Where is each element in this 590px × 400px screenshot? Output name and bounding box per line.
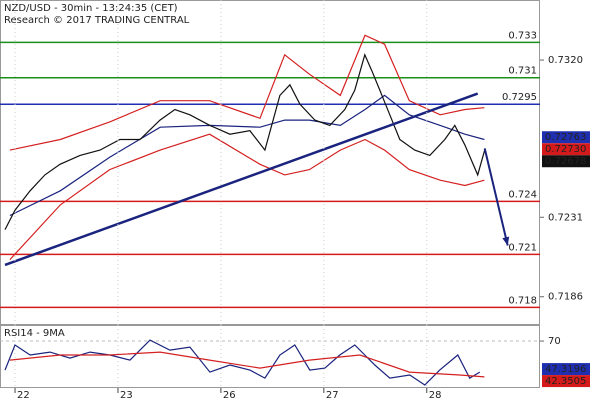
x-tick-label: 22 — [17, 390, 30, 400]
x-tick-label: 28 — [429, 390, 442, 400]
level-label: 0.721 — [508, 242, 537, 253]
level-label: 0.724 — [508, 189, 537, 200]
price-tag-label: 47.3196 — [545, 364, 586, 375]
series-line — [9, 351, 485, 378]
forecast-arrow — [483, 148, 509, 246]
level-label: 0.7295 — [502, 92, 537, 103]
arrow-head — [502, 236, 510, 246]
panel-frame — [0, 0, 540, 325]
x-tick-label: 26 — [223, 390, 236, 400]
price-tag-label: 0.72678 — [545, 156, 586, 167]
y-tick-label: 0.7186 — [548, 292, 583, 303]
price-tag-label: 0.72730 — [545, 144, 586, 155]
level-label: 0.718 — [508, 295, 537, 306]
series-line — [4, 53, 486, 230]
level-label: 0.731 — [508, 66, 537, 77]
y-tick-label: 0.7231 — [548, 212, 583, 223]
price-tag — [542, 131, 590, 144]
x-tick-label: 23 — [120, 390, 133, 400]
level-label-bg — [502, 91, 538, 103]
level-label-bg — [502, 64, 538, 76]
price-tag — [542, 363, 590, 376]
y-tick-label: 70 — [548, 336, 561, 347]
level-label-bg — [502, 294, 538, 306]
level-label: 0.733 — [508, 30, 537, 41]
chart-subtitle: Research © 2017 TRADING CENTRAL — [4, 15, 190, 26]
level-label-bg — [502, 188, 538, 200]
rsi-title: RSI14 - 9MA — [4, 328, 65, 339]
price-tag — [542, 143, 590, 156]
chart-title: NZD/USD - 30min - 13:24:35 (CET) — [4, 3, 178, 14]
trend-line — [4, 92, 479, 267]
price-tag — [542, 375, 590, 388]
price-tag-label: 42.3505 — [545, 376, 586, 387]
series-line — [9, 133, 485, 261]
price-tag — [542, 155, 590, 168]
price-tag-label: 0.72763 — [545, 132, 586, 143]
x-tick-label: 27 — [326, 390, 339, 400]
level-label-bg — [502, 241, 538, 253]
level-label-bg — [502, 29, 538, 41]
panel-frame — [0, 325, 540, 388]
series-line — [9, 94, 485, 217]
y-tick-label: 0.7320 — [548, 55, 583, 66]
